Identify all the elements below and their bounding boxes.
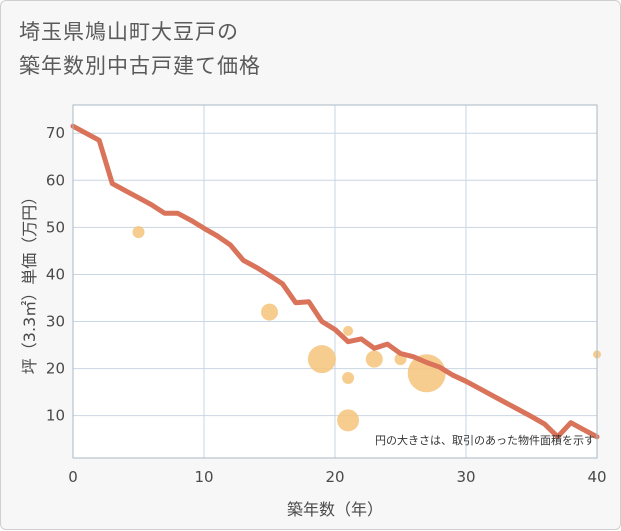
x-axis-label: 築年数（年）	[287, 500, 383, 519]
trend-line-series	[70, 123, 600, 440]
bubble-point	[261, 303, 278, 321]
x-tick-label: 40	[587, 468, 606, 486]
bubble-point	[342, 371, 355, 384]
y-tick-label: 20	[46, 360, 65, 378]
y-tick-label: 50	[46, 218, 65, 236]
bubble-point	[337, 409, 360, 432]
chart-title: 埼玉県鳩山町大豆戸の 築年数別中古戸建て価格	[19, 15, 261, 83]
y-tick-label: 60	[46, 171, 65, 189]
bubble-point	[343, 325, 354, 336]
bubble-size-note: 円の大きさは、取引のあった物件面積を示す	[375, 433, 595, 447]
x-tick-label: 30	[456, 468, 475, 486]
trend-line	[70, 123, 600, 440]
bubble-point	[365, 350, 383, 368]
y-axis-label: 坪（3.3㎡）単価（万円）	[20, 189, 39, 374]
tick-labels: 0 10 20 30 40 10 20 30 40 50 60 70	[46, 124, 607, 486]
y-tick-label: 10	[46, 407, 65, 425]
chart-title-line1: 埼玉県鳩山町大豆戸の	[19, 20, 239, 44]
x-tick-label: 20	[325, 468, 344, 486]
plot-border	[72, 104, 598, 459]
bubble-point	[307, 345, 336, 374]
bubble-point	[132, 226, 145, 239]
y-tick-label: 30	[46, 313, 65, 331]
chart-title-line2: 築年数別中古戸建て価格	[19, 54, 261, 78]
y-tick-label: 70	[46, 124, 65, 142]
y-tick-label: 40	[46, 265, 65, 283]
x-tick-label: 0	[68, 468, 78, 486]
x-tick-label: 10	[194, 468, 213, 486]
